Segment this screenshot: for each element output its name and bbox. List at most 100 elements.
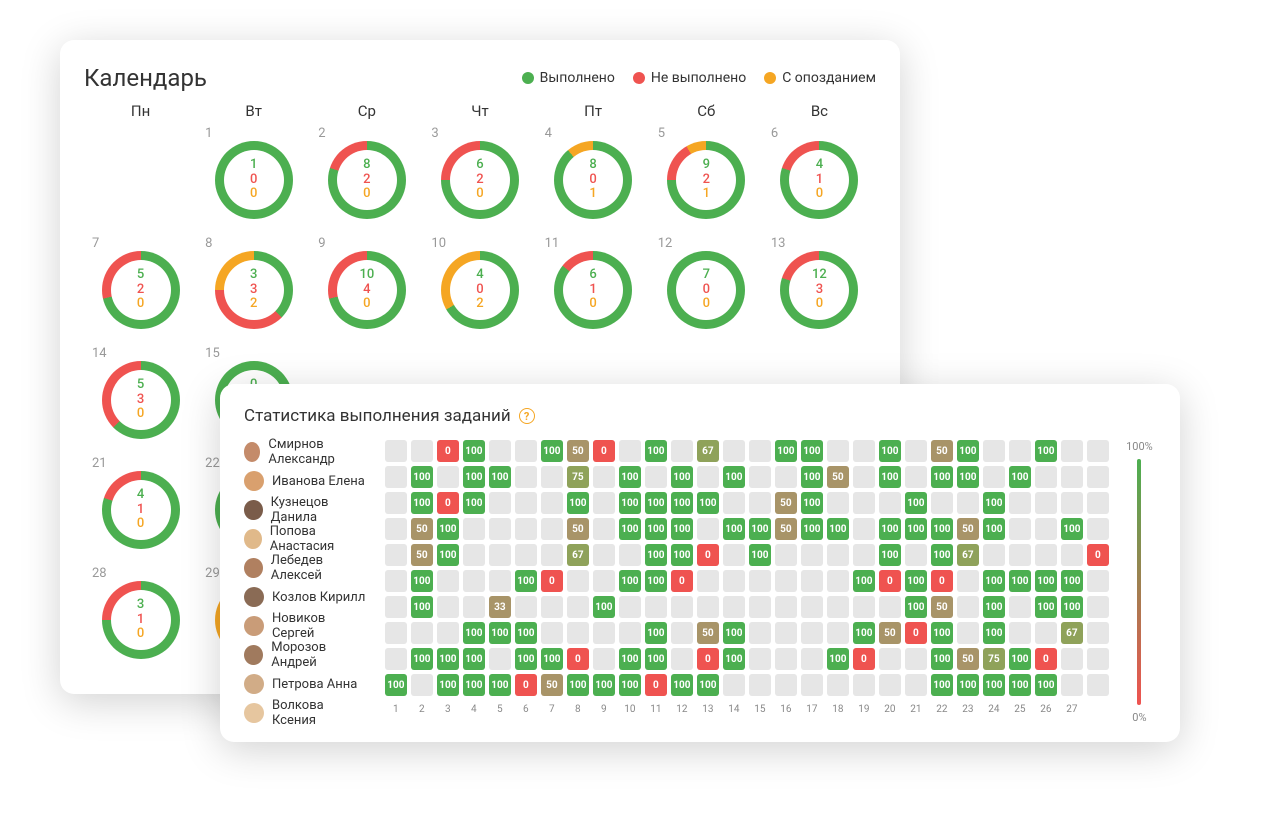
heatmap-cell[interactable] — [879, 674, 901, 696]
heatmap-cell[interactable] — [749, 596, 771, 618]
heatmap-cell[interactable] — [411, 440, 433, 462]
heatmap-cell[interactable]: 100 — [515, 648, 537, 670]
heatmap-cell[interactable] — [697, 518, 719, 540]
calendar-donut[interactable]: 530 — [102, 361, 180, 439]
heatmap-cell[interactable]: 100 — [671, 518, 693, 540]
heatmap-cell[interactable]: 0 — [905, 622, 927, 644]
heatmap-cell[interactable] — [905, 544, 927, 566]
heatmap-cell[interactable]: 50 — [957, 648, 979, 670]
heatmap-cell[interactable]: 100 — [983, 492, 1005, 514]
stats-person-row[interactable]: Морозов Андрей — [244, 644, 371, 666]
heatmap-cell[interactable] — [827, 544, 849, 566]
heatmap-cell[interactable]: 100 — [879, 466, 901, 488]
heatmap-cell[interactable] — [593, 648, 615, 670]
stats-person-row[interactable]: Волкова Ксения — [244, 702, 371, 724]
calendar-donut[interactable]: 1230 — [780, 251, 858, 329]
heatmap-cell[interactable] — [489, 440, 511, 462]
heatmap-cell[interactable]: 100 — [853, 622, 875, 644]
heatmap-cell[interactable] — [593, 570, 615, 592]
heatmap-cell[interactable]: 50 — [567, 518, 589, 540]
heatmap-cell[interactable] — [775, 622, 797, 644]
heatmap-cell[interactable]: 100 — [1009, 570, 1031, 592]
heatmap-cell[interactable] — [437, 622, 459, 644]
heatmap-cell[interactable]: 100 — [489, 674, 511, 696]
heatmap-cell[interactable] — [1087, 570, 1109, 592]
heatmap-cell[interactable] — [541, 492, 563, 514]
heatmap-cell[interactable]: 100 — [983, 674, 1005, 696]
heatmap-cell[interactable]: 100 — [463, 492, 485, 514]
heatmap-cell[interactable] — [749, 440, 771, 462]
heatmap-cell[interactable] — [567, 622, 589, 644]
heatmap-cell[interactable] — [593, 622, 615, 644]
heatmap-cell[interactable]: 100 — [801, 440, 823, 462]
heatmap-cell[interactable]: 100 — [931, 544, 953, 566]
heatmap-cell[interactable]: 0 — [437, 492, 459, 514]
heatmap-cell[interactable]: 100 — [463, 466, 485, 488]
heatmap-cell[interactable]: 100 — [645, 622, 667, 644]
heatmap-cell[interactable]: 100 — [957, 466, 979, 488]
stats-person-row[interactable]: Новиков Сергей — [244, 615, 371, 637]
heatmap-cell[interactable] — [619, 596, 641, 618]
heatmap-cell[interactable]: 100 — [1035, 674, 1057, 696]
heatmap-cell[interactable]: 100 — [411, 570, 433, 592]
calendar-donut[interactable]: 1040 — [328, 251, 406, 329]
heatmap-cell[interactable] — [515, 440, 537, 462]
heatmap-cell[interactable] — [437, 570, 459, 592]
heatmap-cell[interactable]: 100 — [463, 622, 485, 644]
heatmap-cell[interactable]: 50 — [775, 518, 797, 540]
stats-person-row[interactable]: Лебедев Алексей — [244, 557, 371, 579]
heatmap-cell[interactable]: 100 — [723, 648, 745, 670]
calendar-donut[interactable]: 620 — [441, 141, 519, 219]
calendar-donut[interactable]: 820 — [328, 141, 406, 219]
heatmap-cell[interactable] — [1087, 440, 1109, 462]
heatmap-cell[interactable]: 50 — [931, 596, 953, 618]
heatmap-cell[interactable]: 0 — [879, 570, 901, 592]
heatmap-cell[interactable]: 100 — [463, 674, 485, 696]
heatmap-cell[interactable]: 0 — [1035, 648, 1057, 670]
heatmap-cell[interactable]: 100 — [1061, 570, 1083, 592]
heatmap-cell[interactable] — [827, 440, 849, 462]
heatmap-cell[interactable] — [879, 492, 901, 514]
heatmap-cell[interactable] — [515, 544, 537, 566]
calendar-donut[interactable]: 100 — [215, 141, 293, 219]
heatmap-cell[interactable] — [1087, 674, 1109, 696]
heatmap-cell[interactable] — [879, 596, 901, 618]
heatmap-cell[interactable] — [567, 570, 589, 592]
heatmap-cell[interactable] — [1035, 466, 1057, 488]
heatmap-cell[interactable]: 100 — [931, 466, 953, 488]
heatmap-cell[interactable]: 100 — [1009, 466, 1031, 488]
heatmap-cell[interactable] — [385, 596, 407, 618]
heatmap-cell[interactable]: 0 — [541, 570, 563, 592]
heatmap-cell[interactable]: 33 — [489, 596, 511, 618]
heatmap-cell[interactable] — [567, 596, 589, 618]
heatmap-cell[interactable]: 100 — [1009, 674, 1031, 696]
heatmap-cell[interactable]: 100 — [515, 570, 537, 592]
heatmap-cell[interactable]: 100 — [983, 518, 1005, 540]
heatmap-cell[interactable] — [385, 570, 407, 592]
heatmap-cell[interactable] — [775, 466, 797, 488]
heatmap-cell[interactable] — [749, 492, 771, 514]
heatmap-cell[interactable] — [1087, 596, 1109, 618]
heatmap-cell[interactable]: 100 — [645, 570, 667, 592]
heatmap-cell[interactable] — [697, 570, 719, 592]
heatmap-cell[interactable] — [1087, 648, 1109, 670]
heatmap-cell[interactable]: 50 — [827, 466, 849, 488]
heatmap-cell[interactable] — [385, 648, 407, 670]
heatmap-cell[interactable] — [801, 622, 823, 644]
heatmap-cell[interactable] — [723, 596, 745, 618]
heatmap-cell[interactable] — [853, 596, 875, 618]
heatmap-cell[interactable] — [723, 570, 745, 592]
stats-person-row[interactable]: Попова Анастасия — [244, 528, 371, 550]
heatmap-cell[interactable] — [723, 544, 745, 566]
heatmap-cell[interactable]: 100 — [983, 570, 1005, 592]
heatmap-cell[interactable] — [489, 492, 511, 514]
calendar-donut[interactable]: 520 — [102, 251, 180, 329]
heatmap-cell[interactable]: 50 — [957, 518, 979, 540]
heatmap-cell[interactable] — [619, 544, 641, 566]
heatmap-cell[interactable]: 0 — [697, 544, 719, 566]
heatmap-cell[interactable] — [437, 466, 459, 488]
heatmap-cell[interactable]: 100 — [541, 440, 563, 462]
heatmap-cell[interactable] — [1087, 492, 1109, 514]
heatmap-cell[interactable]: 100 — [749, 518, 771, 540]
heatmap-cell[interactable]: 100 — [671, 544, 693, 566]
